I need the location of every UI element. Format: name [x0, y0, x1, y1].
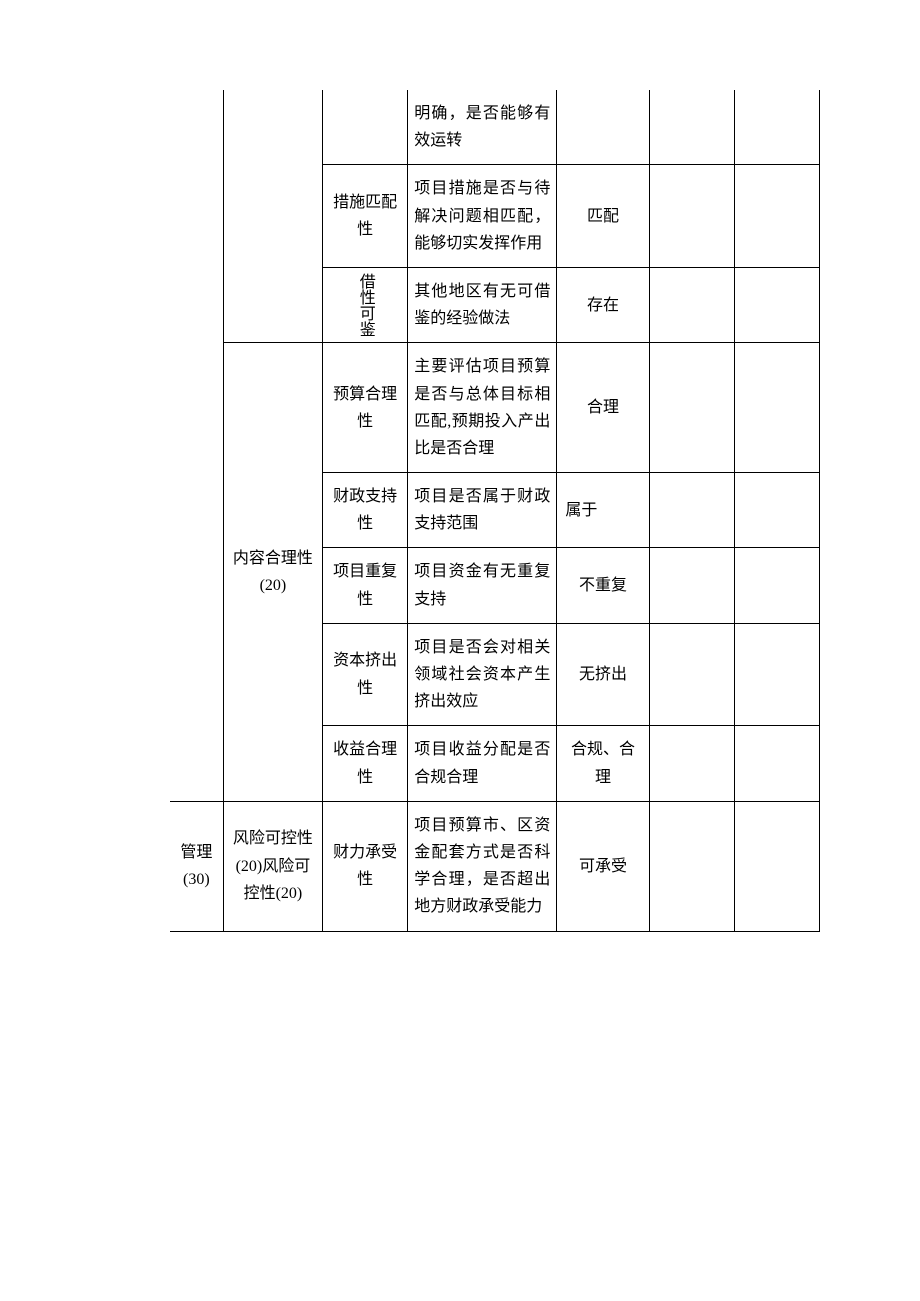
cell-empty — [649, 623, 734, 726]
cell-indicator: 预算合理性 — [323, 343, 408, 473]
cell-standard: 合理 — [557, 343, 649, 473]
cell-empty — [649, 473, 734, 548]
cell-indicator: 借性可鉴 — [323, 267, 408, 342]
cell-empty — [649, 267, 734, 342]
cell-indicator: 措施匹配性 — [323, 165, 408, 268]
cell-empty — [734, 343, 819, 473]
cell-subcategory — [223, 90, 322, 343]
table-row: 管理(30) 风险可控性(20)风险可控性(20) 财力承受性 项目预算市、区资… — [170, 801, 820, 931]
cell-description: 主要评估项目预算是否与总体目标相匹配,预期投入产出比是否合理 — [408, 343, 557, 473]
cell-subcategory: 风险可控性(20)风险可控性(20) — [223, 801, 322, 931]
cell-empty — [734, 165, 819, 268]
cell-standard: 无挤出 — [557, 623, 649, 726]
cell-empty — [649, 343, 734, 473]
cell-standard: 存在 — [557, 267, 649, 342]
cell-description: 其他地区有无可借鉴的经验做法 — [408, 267, 557, 342]
cell-standard — [557, 90, 649, 165]
cell-standard: 属于 — [557, 473, 649, 548]
cell-category — [170, 90, 223, 801]
cell-empty — [734, 726, 819, 801]
cell-description: 项目是否属于财政支持范围 — [408, 473, 557, 548]
cell-empty — [734, 267, 819, 342]
cell-indicator: 项目重复性 — [323, 548, 408, 623]
cell-empty — [734, 548, 819, 623]
evaluation-table: 明确，是否能够有效运转 措施匹配性 项目措施是否与待解决问题相匹配，能够切实发挥… — [170, 90, 820, 932]
cell-standard: 合规、合理 — [557, 726, 649, 801]
cell-empty — [734, 623, 819, 726]
cell-empty — [734, 473, 819, 548]
cell-description: 项目收益分配是否合规合理 — [408, 726, 557, 801]
table-row: 内容合理性(20) 预算合理性 主要评估项目预算是否与总体目标相匹配,预期投入产… — [170, 343, 820, 473]
cell-description: 项目措施是否与待解决问题相匹配，能够切实发挥作用 — [408, 165, 557, 268]
cell-empty — [649, 90, 734, 165]
cell-description: 项目预算市、区资金配套方式是否科学合理，是否超出地方财政承受能力 — [408, 801, 557, 931]
cell-empty — [649, 165, 734, 268]
cell-empty — [734, 90, 819, 165]
cell-empty — [734, 801, 819, 931]
cell-description: 项目资金有无重复支持 — [408, 548, 557, 623]
cell-description: 明确，是否能够有效运转 — [408, 90, 557, 165]
cell-description: 项目是否会对相关领域社会资本产生挤出效应 — [408, 623, 557, 726]
cell-indicator: 财政支持性 — [323, 473, 408, 548]
cell-standard: 不重复 — [557, 548, 649, 623]
cell-empty — [649, 801, 734, 931]
cell-standard: 可承受 — [557, 801, 649, 931]
cell-empty — [649, 548, 734, 623]
cell-indicator: 资本挤出性 — [323, 623, 408, 726]
cell-indicator: 收益合理性 — [323, 726, 408, 801]
cell-indicator — [323, 90, 408, 165]
cell-category: 管理(30) — [170, 801, 223, 931]
table-row: 明确，是否能够有效运转 — [170, 90, 820, 165]
cell-subcategory: 内容合理性(20) — [223, 343, 322, 801]
cell-standard: 匹配 — [557, 165, 649, 268]
cell-empty — [649, 726, 734, 801]
cell-indicator: 财力承受性 — [323, 801, 408, 931]
